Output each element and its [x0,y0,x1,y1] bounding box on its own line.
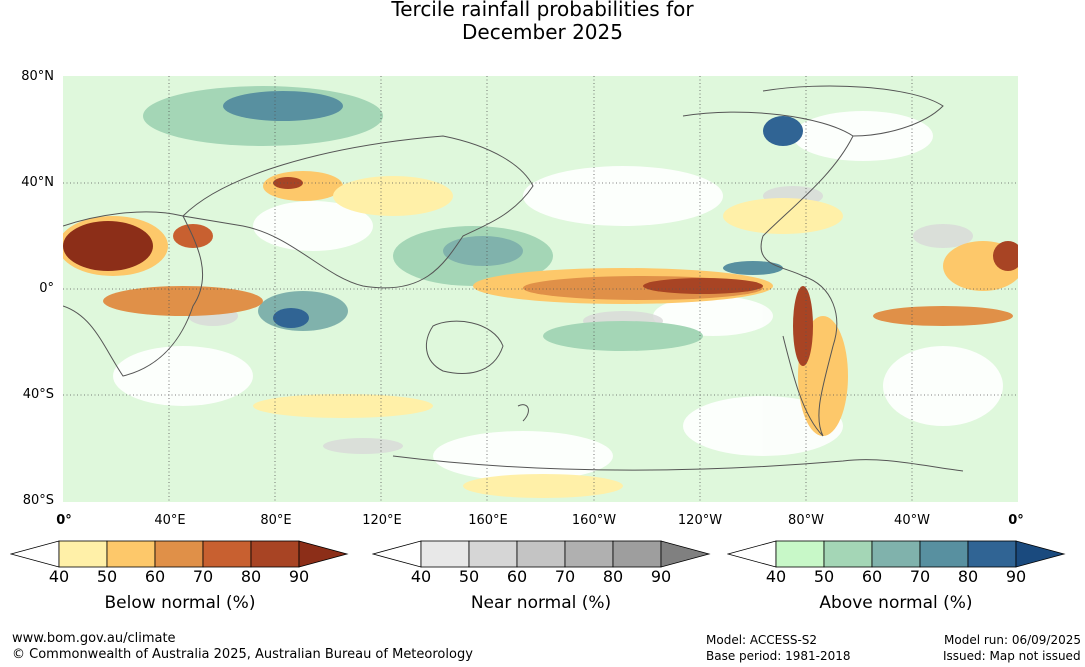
cb-above-label-90: 90 [1005,567,1027,586]
lat-tick-0: 0° [39,281,54,296]
lon-tick-0-right: 0° [1008,513,1024,528]
cb-below-label-80: 80 [240,567,262,586]
map-canvas [63,76,1018,502]
colorbar-segment [775,540,825,568]
cb-above-label-80: 80 [957,567,979,586]
lon-tick-40e: 40°E [154,513,186,528]
colorbar-segment [612,540,662,568]
cb-above-title: Above normal (%) [819,593,973,613]
lon-tick-0-left: 0° [56,513,72,528]
cb-below-title: Below normal (%) [104,593,256,613]
footer-model-run: Model run: 06/09/2025 [944,633,1082,647]
lat-tick-40n: 40°N [21,175,54,190]
colorbar-segment [154,540,204,568]
cb-above-label-50: 50 [813,567,835,586]
colorbar-max-extend [660,540,711,568]
cb-below-label-40: 40 [48,567,70,586]
colorbar-segment [250,540,300,568]
colorbar-segment [202,540,252,568]
lon-tick-160w: 160°W [571,513,617,528]
colorbar-near [372,540,712,568]
colorbar-below [10,540,350,568]
footer-model: Model: ACCESS-S2 [706,633,818,647]
colorbar-min-extend [372,540,422,568]
colorbar-segment [106,540,156,568]
colorbar-min-extend [10,540,60,568]
footer-url: www.bom.gov.au/climate [12,631,176,646]
cb-near-label-80: 80 [602,567,624,586]
cb-near-title: Near normal (%) [470,593,612,613]
cb-near-label-70: 70 [554,567,576,586]
cb-near-label-90: 90 [650,567,672,586]
colorbar-segment [516,540,566,568]
colorbar-segment [919,540,969,568]
lon-tick-40w: 40°W [894,513,930,528]
lat-tick-40s: 40°S [22,387,54,402]
colorbar-above [727,540,1067,568]
cb-near-label-60: 60 [506,567,528,586]
colorbar-max-extend [298,540,349,568]
lon-tick-80w: 80°W [788,513,824,528]
footer-issued: Issued: Map not issued [943,649,1081,663]
colorbar-segment [58,540,108,568]
map-title-line1: Tercile rainfall probabilities for [391,0,694,21]
cb-near-label-40: 40 [410,567,432,586]
cb-below-label-50: 50 [96,567,118,586]
lon-tick-160e: 160°E [468,513,508,528]
lon-tick-80e: 80°E [260,513,292,528]
colorbar-max-extend [1015,540,1066,568]
lat-tick-80s: 80°S [22,493,54,508]
cb-above-label-70: 70 [909,567,931,586]
footer-base-period: Base period: 1981-2018 [706,649,851,663]
lon-tick-120w: 120°W [677,513,723,528]
cb-below-label-90: 90 [288,567,310,586]
cb-below-label-60: 60 [144,567,166,586]
colorbar-segment [967,540,1017,568]
colorbar-segment [823,540,873,568]
colorbar-segment [420,540,470,568]
lat-tick-80n: 80°N [21,69,54,84]
footer-copyright: © Commonwealth of Australia 2025, Austra… [12,647,473,662]
colorbar-segment [564,540,614,568]
colorbar-min-extend [727,540,777,568]
cb-above-label-40: 40 [765,567,787,586]
map-title-line2: December 2025 [462,20,623,44]
probability-map [63,76,1018,502]
cb-near-label-50: 50 [458,567,480,586]
cb-below-label-70: 70 [192,567,214,586]
colorbar-segment [871,540,921,568]
lon-tick-120e: 120°E [362,513,402,528]
colorbar-segment [468,540,518,568]
cb-above-label-60: 60 [861,567,883,586]
